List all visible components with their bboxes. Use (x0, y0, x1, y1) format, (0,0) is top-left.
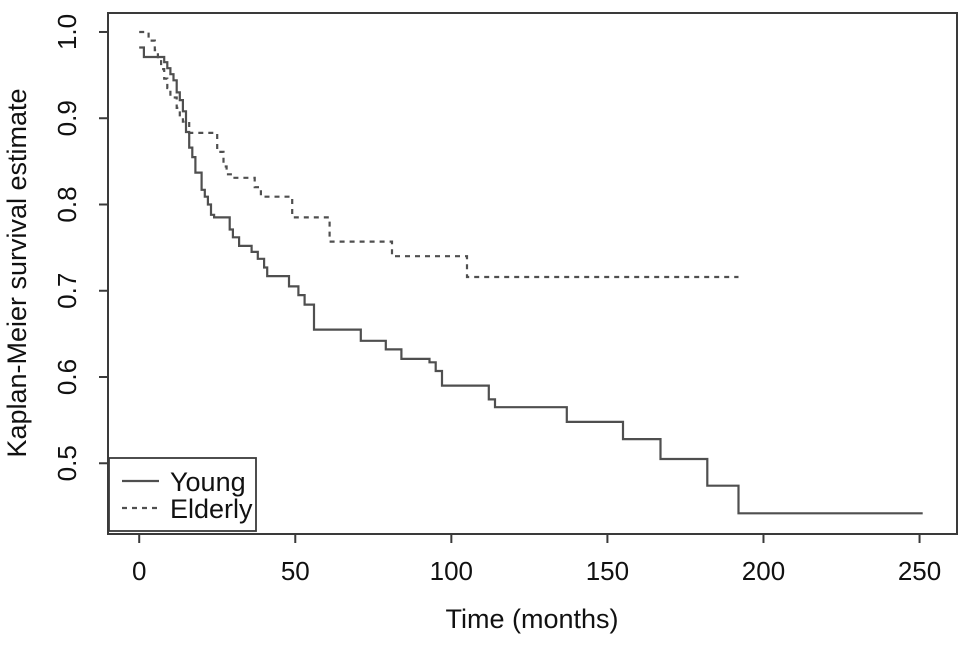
young-curve (139, 46, 923, 515)
y-tick-label: 0.9 (52, 100, 82, 136)
y-tick-label: 0.8 (52, 186, 82, 222)
x-tick-label: 250 (898, 556, 941, 586)
x-tick-label: 50 (281, 556, 310, 586)
plot-border-rect (107, 12, 958, 535)
plot-border (107, 12, 958, 535)
x-tick-label: 100 (430, 556, 473, 586)
y-axis-title: Kaplan-Meier survival estimate (2, 88, 32, 457)
x-axis: 0 50 100 150 200 250 (132, 534, 941, 586)
y-tick-label: 0.6 (52, 359, 82, 395)
x-tick-label: 150 (586, 556, 629, 586)
y-tick-label: 0.7 (52, 273, 82, 309)
x-tick-label: 200 (742, 556, 785, 586)
y-tick-label: 1.0 (52, 14, 82, 50)
y-axis: 0.5 0.6 0.7 0.8 0.9 1.0 (52, 14, 108, 481)
x-axis-title: Time (months) (445, 604, 618, 634)
elderly-curve (139, 30, 739, 279)
survival-curves (139, 30, 923, 515)
legend-box (108, 457, 257, 532)
y-tick-label: 0.5 (52, 445, 82, 481)
legend-label-young: Young (170, 467, 246, 497)
x-tick-label: 0 (132, 556, 146, 586)
legend: Young Elderly (108, 457, 257, 532)
legend-label-elderly: Elderly (170, 494, 253, 524)
